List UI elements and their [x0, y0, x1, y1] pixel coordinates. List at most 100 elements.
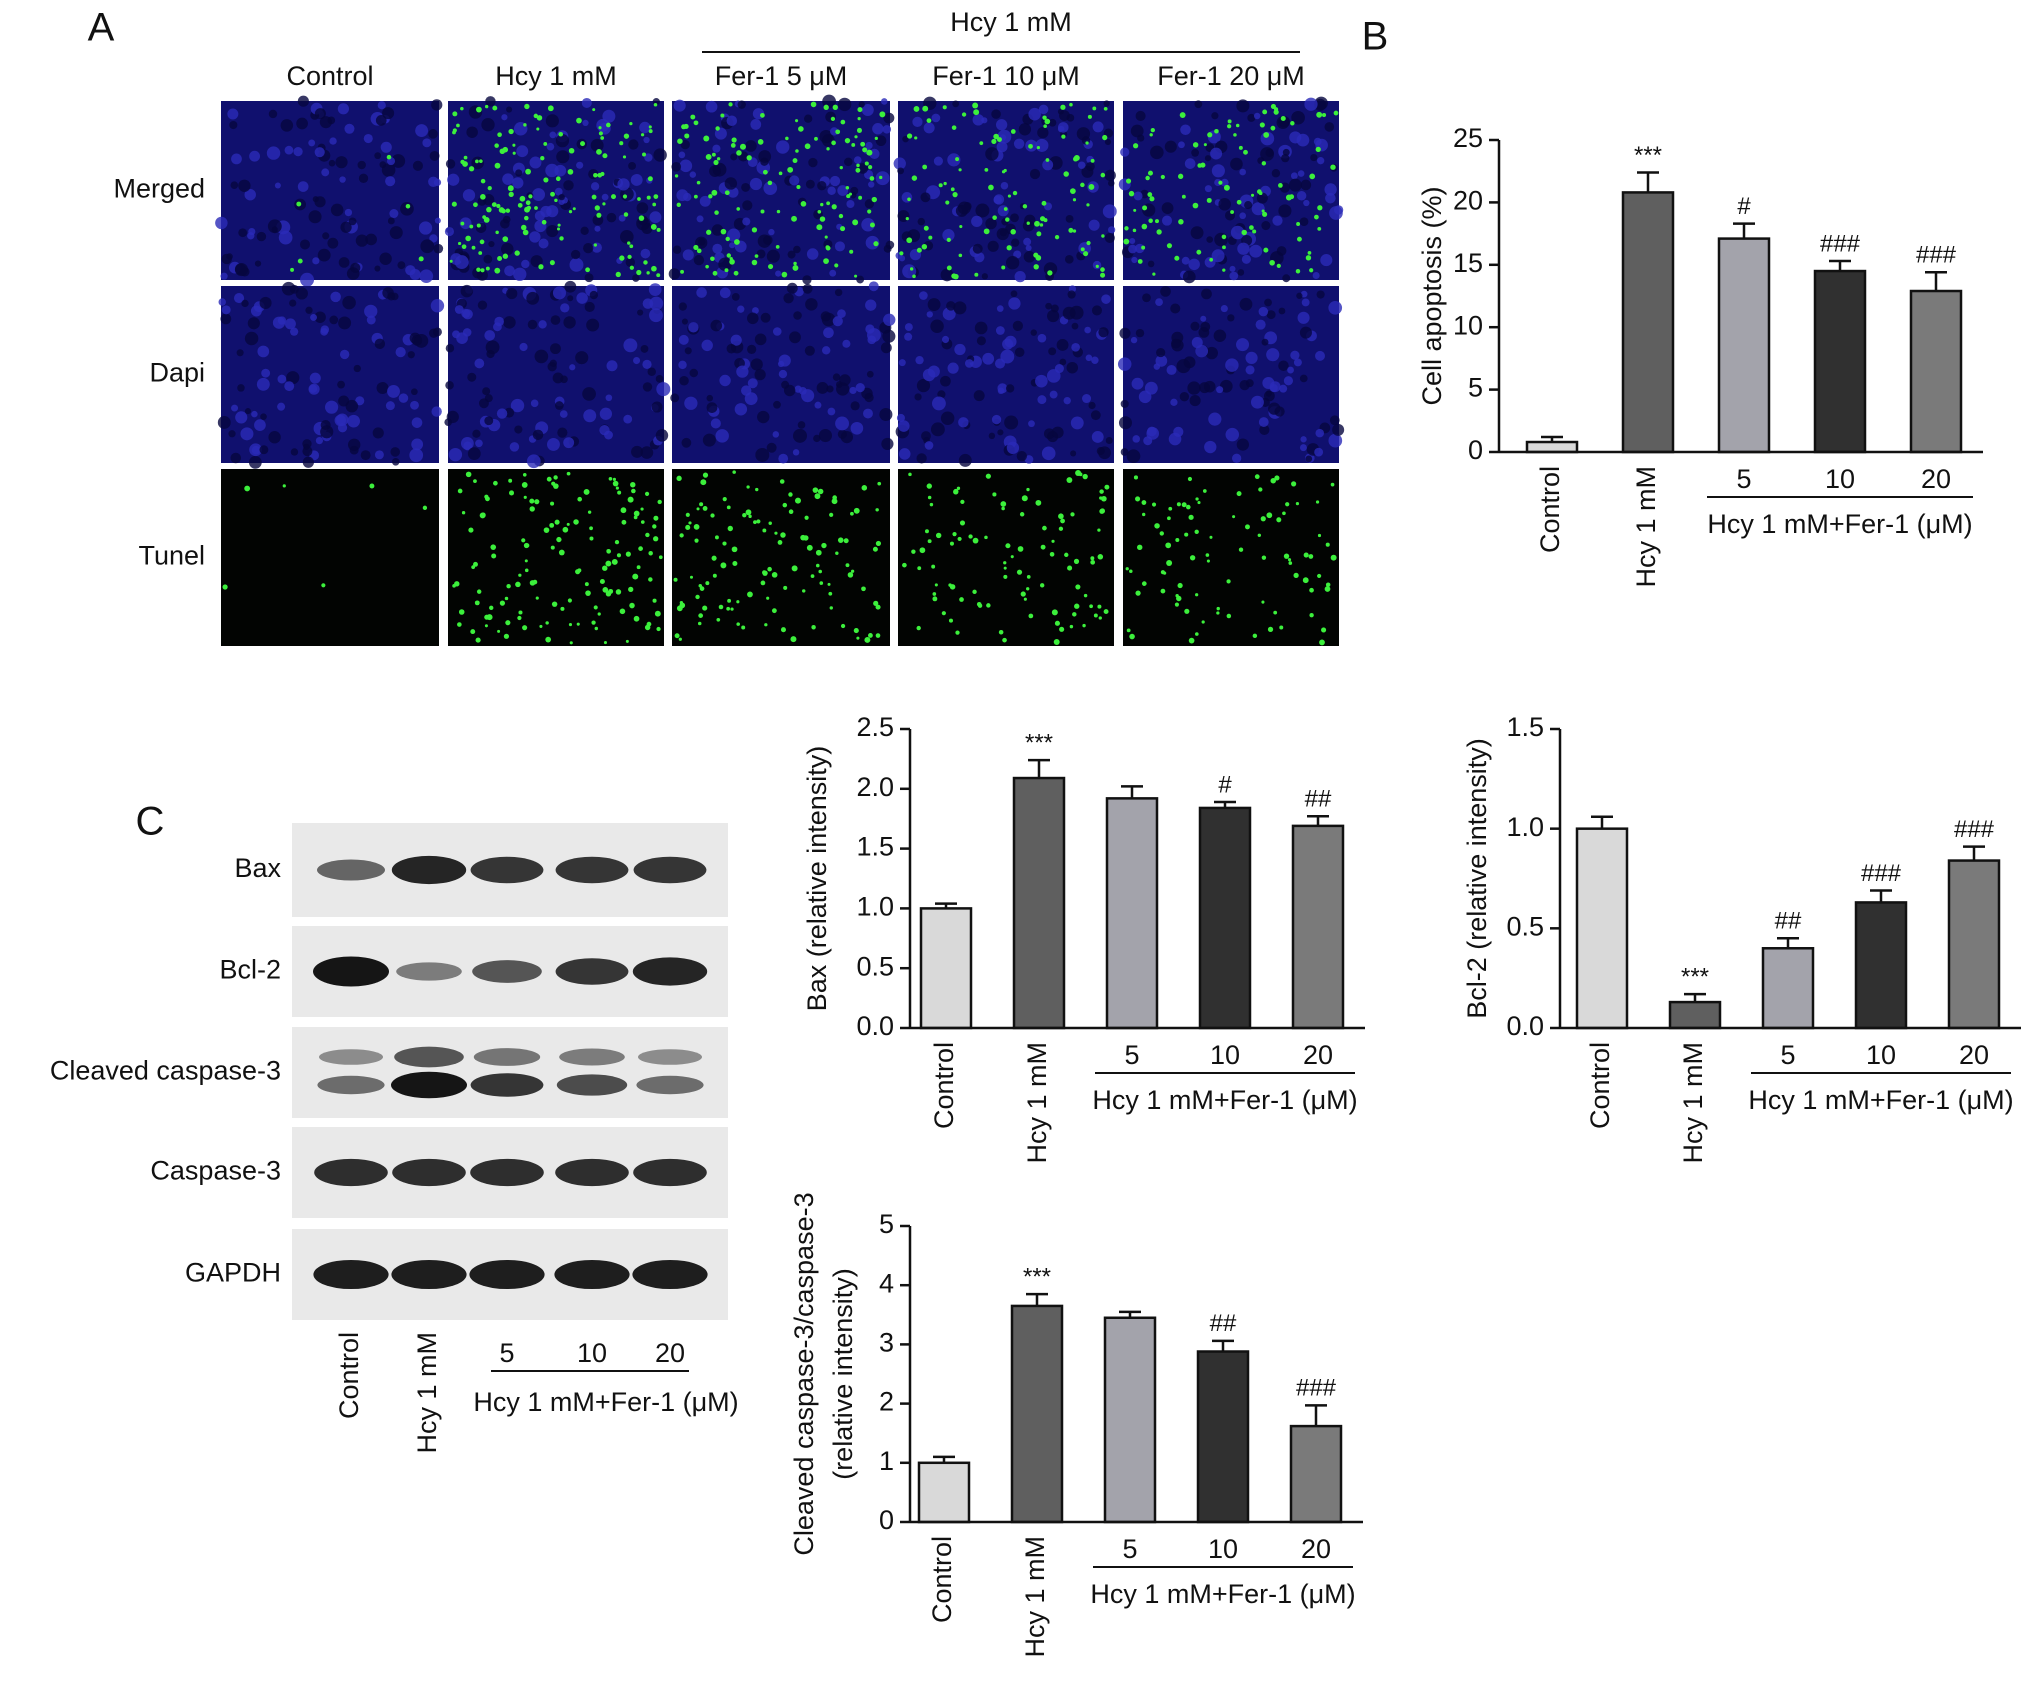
tunel-dot — [514, 250, 520, 256]
tunel-dot — [1233, 133, 1237, 137]
tunel-dot — [1187, 476, 1193, 482]
tunel-dot — [1206, 197, 1212, 203]
tunel-dot — [1166, 243, 1173, 249]
tunel-dot — [835, 129, 841, 135]
nucleus — [632, 274, 640, 282]
tunel-dot — [1026, 221, 1030, 225]
nucleus — [1290, 172, 1298, 180]
nucleus — [850, 186, 859, 195]
nucleus — [357, 160, 366, 170]
tunel-dot — [798, 126, 804, 132]
nucleus — [880, 98, 888, 105]
tunel-dot — [1070, 188, 1076, 194]
tunel-dot — [521, 482, 528, 488]
nucleus — [865, 141, 873, 150]
nucleus — [820, 311, 831, 322]
nucleus — [1088, 219, 1100, 231]
group-header: Hcy 1 mM — [950, 7, 1072, 37]
tunel-dot — [972, 537, 979, 544]
tunel-dot — [1289, 194, 1295, 200]
nucleus — [1090, 410, 1101, 421]
nucleus — [602, 109, 616, 123]
tunel-dot — [948, 618, 954, 623]
nucleus — [636, 202, 649, 214]
nucleus — [510, 398, 525, 413]
nucleus — [494, 316, 504, 327]
tunel-dot — [1293, 572, 1299, 578]
tunel-dot — [714, 210, 719, 215]
tunel-dot — [986, 603, 991, 608]
tunel-dot — [726, 505, 731, 510]
nucleus — [538, 320, 547, 329]
nucleus — [681, 437, 692, 448]
nucleus — [569, 364, 576, 371]
nucleus — [696, 287, 707, 298]
tunel-dot — [585, 267, 590, 273]
nucleus — [757, 234, 772, 248]
x-tick-label: 20 — [1301, 1534, 1331, 1564]
nucleus — [1190, 321, 1200, 331]
nucleus — [501, 242, 514, 256]
tunel-dot — [1042, 525, 1047, 531]
micrograph-bg — [221, 469, 439, 646]
tunel-dot — [550, 191, 555, 197]
nucleus — [249, 443, 263, 457]
tunel-dot — [1023, 597, 1027, 601]
nucleus — [320, 425, 334, 439]
nucleus — [552, 286, 567, 300]
tunel-dot — [541, 219, 547, 225]
nucleus — [530, 399, 539, 408]
tunel-dot — [1072, 229, 1077, 233]
nucleus — [1150, 145, 1164, 160]
nucleus — [296, 117, 308, 130]
tunel-dot — [1072, 198, 1077, 202]
tunel-dot — [755, 487, 759, 492]
nucleus — [534, 210, 545, 221]
tunel-dot — [1222, 268, 1226, 272]
tunel-dot — [1129, 633, 1135, 640]
tunel-dot — [993, 133, 999, 140]
tunel-dot — [494, 143, 499, 148]
tunel-dot — [1095, 264, 1099, 269]
tunel-dot — [652, 524, 657, 529]
tunel-dot — [540, 156, 545, 161]
tunel-dot — [952, 532, 957, 537]
nucleus — [1120, 448, 1129, 456]
tunel-dot — [830, 116, 836, 121]
nucleus — [434, 217, 441, 224]
nucleus — [1299, 217, 1309, 227]
nucleus — [582, 119, 589, 127]
tunel-dot — [553, 475, 558, 480]
tunel-dot — [724, 268, 729, 273]
nucleus — [1081, 165, 1094, 178]
tunel-dot — [1043, 124, 1047, 129]
band — [314, 1158, 388, 1187]
tunel-dot — [795, 119, 799, 123]
nucleus — [827, 186, 836, 195]
tunel-dot — [828, 591, 833, 596]
tunel-dot — [909, 267, 914, 271]
nucleus — [385, 401, 395, 411]
band — [556, 1074, 628, 1096]
tunel-dot — [1261, 209, 1265, 213]
nucleus — [1236, 338, 1250, 352]
tunel-dot — [1141, 245, 1146, 250]
nucleus — [1282, 148, 1290, 156]
row-label: Tunel — [138, 541, 205, 571]
nucleus — [1316, 290, 1325, 299]
tunel-dot — [1039, 583, 1045, 588]
nucleus — [628, 139, 639, 150]
tunel-dot — [526, 170, 530, 174]
tunel-dot — [1160, 588, 1166, 594]
nucleus — [1299, 444, 1307, 452]
nucleus — [1056, 339, 1069, 351]
nucleus — [1000, 349, 1015, 364]
tunel-dot — [619, 608, 626, 615]
nucleus — [1000, 181, 1009, 190]
x-tick-label: 20 — [1921, 464, 1951, 494]
nucleus — [640, 345, 649, 353]
nucleus — [395, 346, 406, 358]
nucleus — [760, 157, 769, 166]
tunel-dot — [946, 237, 951, 242]
tunel-dot — [861, 485, 868, 491]
